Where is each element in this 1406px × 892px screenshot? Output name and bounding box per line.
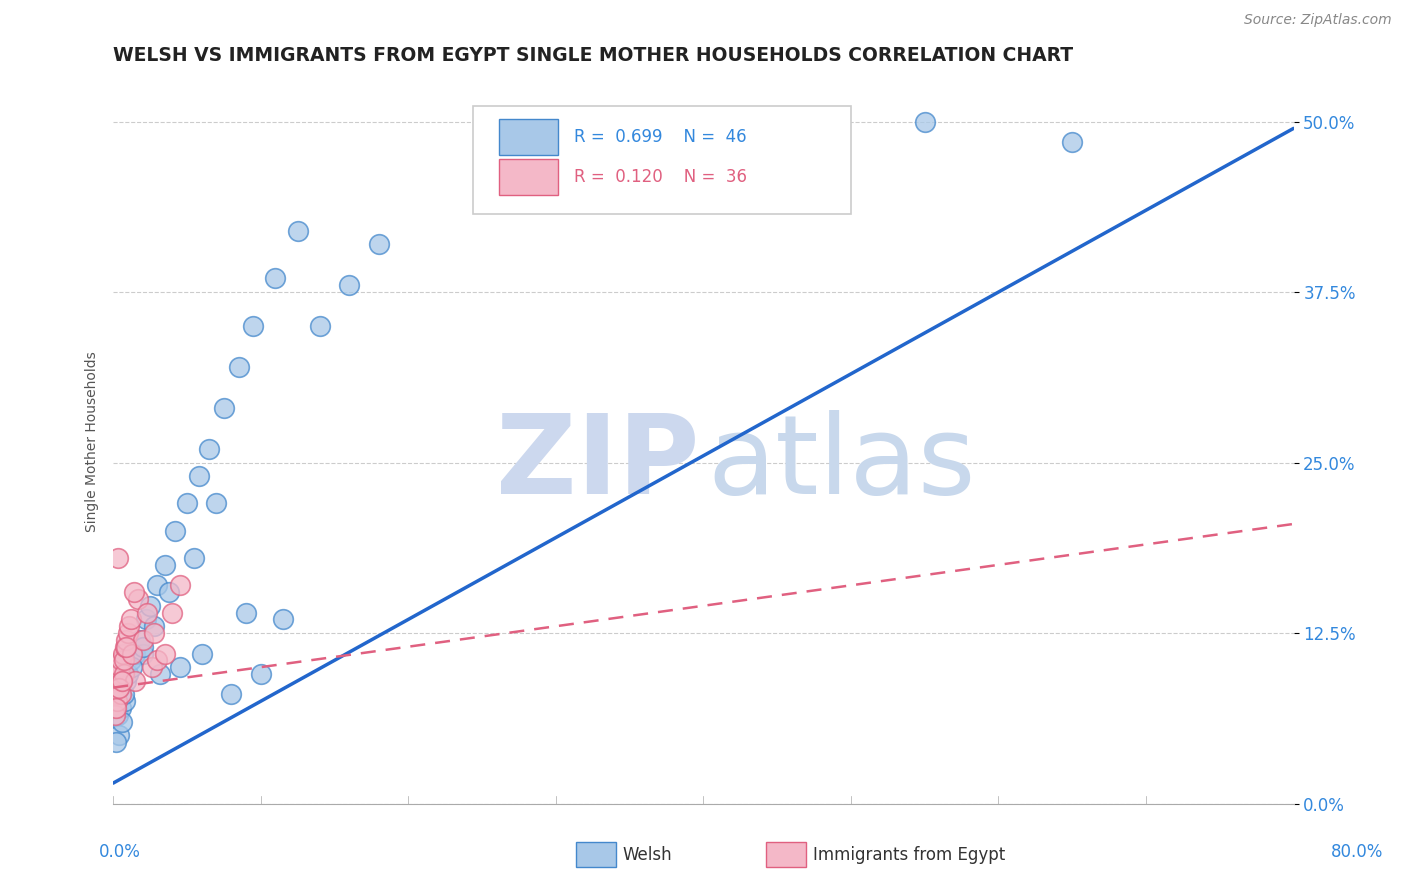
Point (157, 585, 180, 599)
Point (115, 640, 138, 654)
Point (111, 647, 134, 661)
Point (219, 688, 242, 702)
Y-axis label: Single Mother Households: Single Mother Households (86, 351, 100, 533)
Point (131, 640, 153, 654)
Point (121, 660, 143, 674)
Point (122, 585, 145, 599)
Point (105, 701, 128, 715)
Point (114, 694, 136, 708)
Point (117, 626, 139, 640)
Text: R =  0.699    N =  46: R = 0.699 N = 46 (574, 128, 747, 146)
Point (108, 660, 131, 674)
Text: Welsh: Welsh (623, 846, 672, 863)
Point (190, 647, 212, 661)
Point (110, 701, 132, 715)
Point (117, 667, 139, 681)
Point (108, 667, 131, 681)
Point (112, 688, 135, 702)
Point (242, 319, 264, 334)
Text: R =  0.120    N =  36: R = 0.120 N = 36 (574, 168, 747, 186)
Point (146, 578, 169, 592)
Point (131, 632, 153, 647)
Point (111, 673, 134, 688)
Point (124, 673, 146, 688)
FancyBboxPatch shape (474, 106, 851, 214)
Point (107, 673, 129, 688)
Point (115, 673, 138, 688)
Point (228, 360, 250, 375)
Point (141, 660, 163, 674)
Point (115, 632, 138, 647)
Point (198, 442, 221, 456)
Point (153, 647, 176, 661)
Point (108, 681, 131, 695)
Point (114, 640, 136, 654)
Text: ZIP: ZIP (496, 410, 700, 517)
Point (105, 688, 128, 702)
Point (104, 707, 127, 722)
Text: 0.0%: 0.0% (98, 843, 141, 861)
Point (139, 599, 162, 613)
Point (1062, 135, 1084, 149)
Point (337, 278, 360, 293)
Point (149, 667, 172, 681)
Point (105, 735, 128, 749)
Point (136, 606, 159, 620)
Point (111, 673, 134, 688)
Point (271, 612, 294, 626)
Text: atlas: atlas (707, 410, 976, 517)
Point (914, 114, 936, 128)
Point (235, 606, 257, 620)
Point (165, 524, 187, 538)
Point (135, 612, 157, 626)
Point (127, 591, 149, 606)
Text: WELSH VS IMMIGRANTS FROM EGYPT SINGLE MOTHER HOUSEHOLDS CORRELATION CHART: WELSH VS IMMIGRANTS FROM EGYPT SINGLE MO… (114, 46, 1073, 65)
Point (169, 660, 191, 674)
Point (249, 667, 271, 681)
Point (212, 401, 235, 415)
Point (107, 681, 129, 695)
Point (118, 619, 141, 633)
Point (110, 653, 132, 667)
Point (124, 647, 146, 661)
Point (110, 688, 132, 702)
Point (153, 558, 176, 572)
Text: Immigrants from Egypt: Immigrants from Egypt (813, 846, 1005, 863)
Point (176, 496, 198, 510)
Point (108, 681, 131, 695)
Point (367, 237, 389, 252)
Text: Source: ZipAtlas.com: Source: ZipAtlas.com (1244, 13, 1392, 28)
Point (112, 667, 135, 681)
Point (143, 626, 166, 640)
Text: 80.0%: 80.0% (1330, 843, 1384, 861)
Point (120, 653, 142, 667)
Point (183, 551, 205, 566)
Point (112, 653, 135, 667)
Point (169, 578, 191, 592)
Point (287, 224, 309, 238)
Point (111, 714, 134, 729)
Point (120, 612, 142, 626)
Point (107, 707, 129, 722)
Point (121, 647, 143, 661)
Point (131, 647, 153, 661)
Point (160, 606, 183, 620)
Point (308, 319, 330, 334)
Point (264, 271, 287, 285)
Point (146, 653, 169, 667)
FancyBboxPatch shape (499, 119, 558, 155)
FancyBboxPatch shape (499, 159, 558, 194)
Point (187, 469, 209, 483)
Point (107, 551, 129, 566)
Point (111, 673, 134, 688)
Point (205, 496, 228, 510)
Point (105, 694, 128, 708)
Point (128, 632, 150, 647)
Point (108, 728, 131, 742)
Point (104, 701, 127, 715)
Point (143, 619, 166, 633)
